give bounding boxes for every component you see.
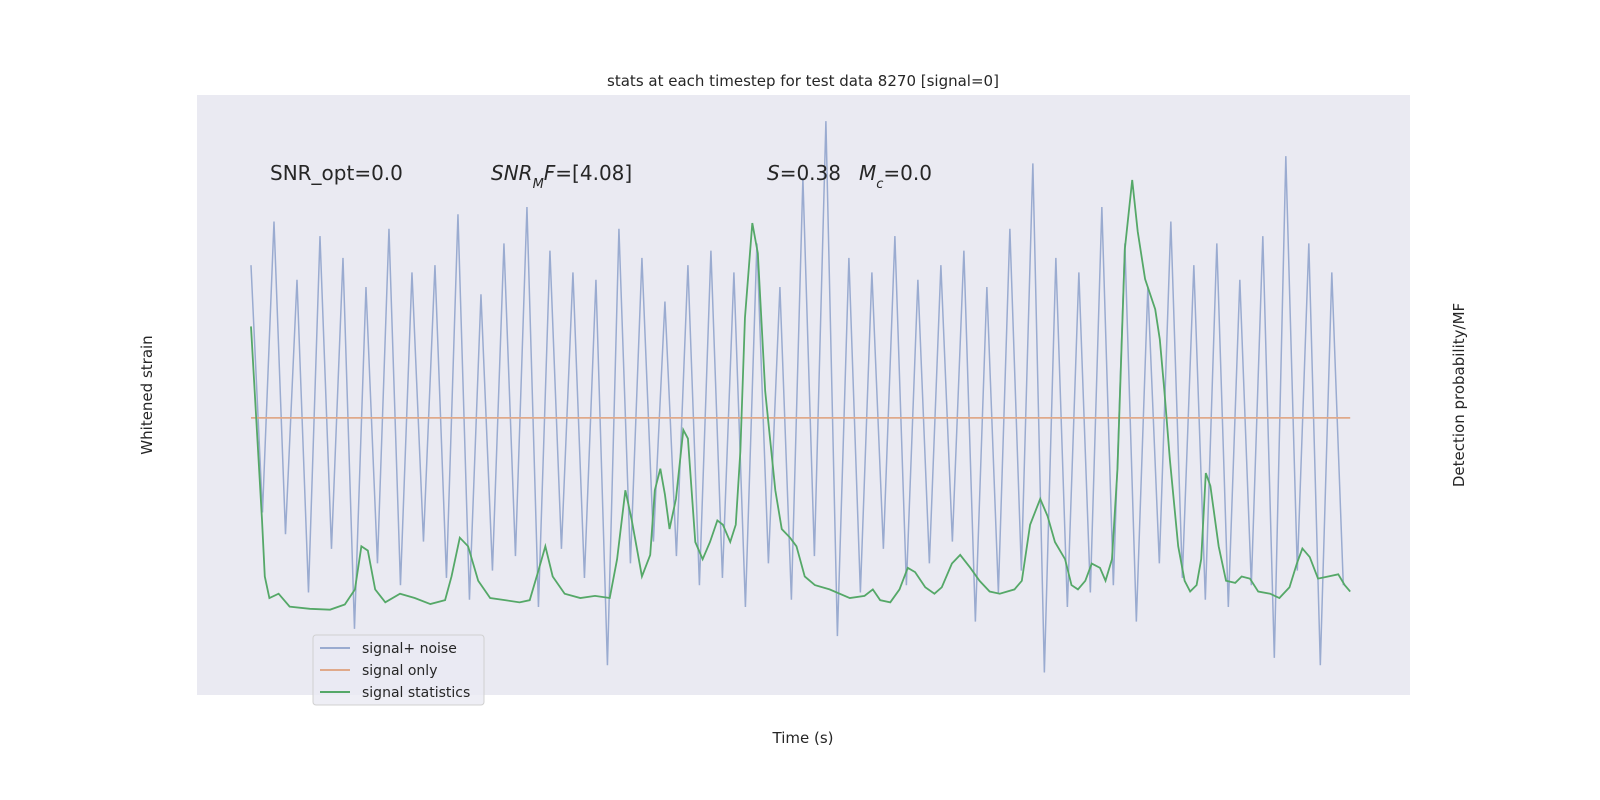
y2-axis-label: Detection probability/MF — [1450, 303, 1468, 487]
y-axis-label: Whitened strain — [138, 335, 156, 454]
legend-box — [312, 634, 485, 706]
legend: signal+ noise signal only signal statistic… — [312, 634, 485, 706]
annotation: SNRMF=[4.08] — [491, 161, 632, 192]
legend-label: signal+ noise — [362, 641, 457, 657]
annotation: S=0.38 — [767, 161, 841, 185]
marks — [250, 121, 1351, 673]
annotation-part: SNR_opt=0.0 — [270, 161, 403, 185]
annotation-part: F — [544, 161, 556, 185]
legend-label: signal statistics — [362, 685, 470, 701]
annotation-part: =[4.08] — [555, 161, 632, 185]
annotation-part: =0.38 — [780, 161, 841, 185]
annotations: SNR_opt=0.0 SNRMF=[4.08] S=0.38 Mc=0.0 — [270, 161, 932, 192]
legend-label: signal only — [362, 663, 437, 679]
annotation-part: S — [767, 161, 780, 185]
series-line — [250, 179, 1351, 611]
annotation-part: =0.0 — [883, 161, 932, 185]
chart-title: stats at each timestep for test data 827… — [607, 72, 999, 90]
annotation-part: c — [876, 177, 883, 192]
x-axis-label: Time (s) — [772, 729, 834, 747]
annotation: SNR_opt=0.0 — [270, 161, 403, 185]
series-line — [250, 121, 1345, 673]
annotation-part: SNR — [491, 161, 533, 185]
annotation-part: M — [533, 177, 544, 192]
annotation: Mc=0.0 — [859, 161, 932, 192]
annotation-part: M — [859, 161, 876, 185]
